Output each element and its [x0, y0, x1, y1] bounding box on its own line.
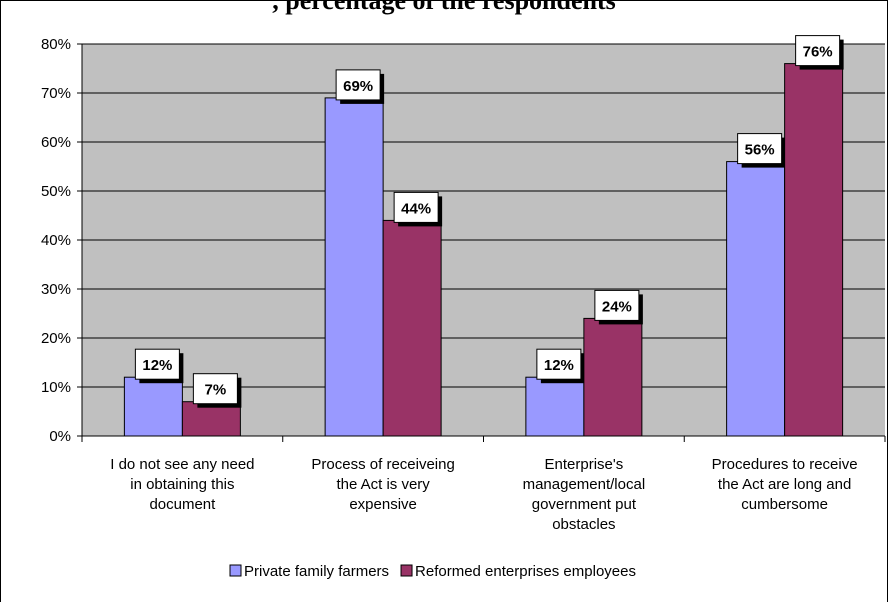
bar [583, 317, 643, 437]
x-tick-label: I do not see any need in obtaining this do… [110, 456, 254, 513]
data-label: 24% [602, 298, 632, 315]
bar [324, 97, 384, 437]
bar [726, 161, 786, 437]
y-tick-label: 60% [41, 134, 71, 151]
legend-label: Reformed enterprises employees [415, 563, 636, 580]
data-label-box [594, 289, 640, 321]
y-tick-label: 10% [41, 379, 71, 396]
data-label-box [737, 133, 783, 165]
chart-title: , percentage of the respondents [272, 0, 616, 15]
y-tick-label: 40% [41, 232, 71, 249]
x-tick-label-line: document [149, 496, 216, 513]
x-tick-label-line: Process of receiveing [311, 456, 454, 473]
x-tick-label-line: in obtaining this [130, 476, 234, 493]
x-tick-label-line: government put [532, 496, 637, 513]
x-tick-label-line: expensive [349, 496, 417, 513]
x-tick-label-line: I do not see any need [110, 456, 254, 473]
x-tick-label-line: obstacles [552, 516, 615, 533]
data-label: 56% [745, 142, 775, 159]
data-label: 69% [343, 78, 373, 95]
x-tick-label-line: the Act are long and [718, 476, 851, 493]
bar [784, 63, 844, 437]
data-label: 12% [544, 357, 574, 374]
bar [382, 219, 442, 437]
legend-swatch [229, 564, 242, 577]
y-tick-label: 70% [41, 85, 71, 102]
y-tick-label: 20% [41, 330, 71, 347]
data-label: 12% [142, 357, 172, 374]
y-tick-label: 30% [41, 281, 71, 298]
data-label-box [134, 348, 180, 380]
x-tick-label-line: cumbersome [741, 496, 828, 513]
data-label: 44% [401, 200, 431, 217]
x-tick-label: Process of receiveing the Act is very expe… [311, 456, 454, 513]
x-tick-label-line: Procedures to receive [712, 456, 858, 473]
data-label-box [536, 348, 582, 380]
y-tick-label: 0% [49, 428, 71, 445]
data-label-box [192, 373, 238, 405]
legend-label: Private family farmers [244, 563, 389, 580]
bar [123, 376, 183, 437]
x-tick-label: Enterprise's management/local government p… [523, 456, 646, 533]
data-label: 7% [205, 382, 227, 399]
data-label-box [795, 35, 841, 67]
x-tick-label-line: management/local [523, 476, 646, 493]
bar [525, 376, 585, 437]
x-tick-label: Procedures to receive the Act are long an… [712, 456, 858, 513]
legend-swatch [400, 564, 413, 577]
x-tick-label-line: Enterprise's [545, 456, 624, 473]
y-tick-label: 50% [41, 183, 71, 200]
data-label: 76% [803, 44, 833, 61]
data-label-box [393, 191, 439, 223]
y-tick-label: 80% [41, 36, 71, 53]
x-tick-label-line: the Act is very [336, 476, 430, 493]
data-label-box [335, 69, 381, 101]
